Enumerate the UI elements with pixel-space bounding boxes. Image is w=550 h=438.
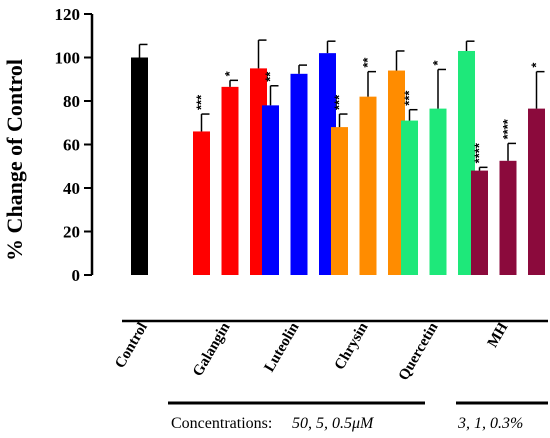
mh-concentration-values: 3, 1, 0.3% (457, 415, 523, 432)
significance-label: *** (332, 94, 347, 110)
bar-luteolin (262, 105, 279, 275)
category-label: Quercetin (396, 319, 442, 383)
category-label: MH (485, 320, 512, 351)
category-label: Control (112, 320, 151, 371)
y-tick-label: 120 (55, 5, 81, 24)
y-tick-label: 0 (72, 266, 81, 285)
bar-quercetin (458, 50, 475, 275)
bar-galangin (193, 131, 210, 275)
bar-chrysin (359, 96, 377, 276)
bar-mh (471, 170, 488, 275)
bar-mh (528, 108, 545, 275)
bar-quercetin (429, 108, 447, 275)
y-axis-label: % Change of Control (2, 59, 27, 261)
category-label: Luteolin (262, 319, 303, 374)
bar-quercetin (401, 120, 418, 275)
significance-label: * (222, 70, 237, 76)
y-tick-label: 100 (55, 49, 81, 68)
y-tick-label: 80 (63, 92, 80, 111)
bar-control (131, 57, 148, 275)
significance-label: ** (360, 57, 375, 68)
significance-label: * (529, 62, 544, 68)
bar-mh (499, 160, 517, 275)
x-axis: Control Galangin Luteolin Chrysin Quercetin M… (112, 319, 548, 383)
significance-label: * (430, 59, 445, 65)
y-tick-label: 20 (63, 223, 80, 242)
significance-label: *** (402, 90, 417, 106)
y-tick-label: 60 (63, 136, 80, 155)
y-tick-label: 40 (63, 179, 80, 198)
category-label: Galangin (190, 319, 234, 379)
bar-chrysin (388, 70, 405, 275)
significance-label: **** (500, 118, 515, 139)
concentrations-row: Concentrations: 50, 5, 0.5μM 3, 1, 0.3% (168, 401, 548, 432)
bars-layer: **** ******************** (131, 39, 545, 276)
category-label: Chrysin (332, 319, 372, 372)
y-axis: 0 20 40 60 80 100 120 (55, 5, 94, 285)
significance-label: *** (194, 94, 209, 110)
bar-galangin (221, 86, 239, 275)
concentrations-label: Concentrations: (171, 415, 272, 432)
bar-chrysin (331, 127, 348, 275)
bar-luteolin (290, 73, 308, 275)
significance-label: **** (472, 142, 487, 163)
significance-label: ** (263, 71, 278, 82)
flavonoid-concentration-values: 50, 5, 0.5μM (292, 415, 375, 432)
